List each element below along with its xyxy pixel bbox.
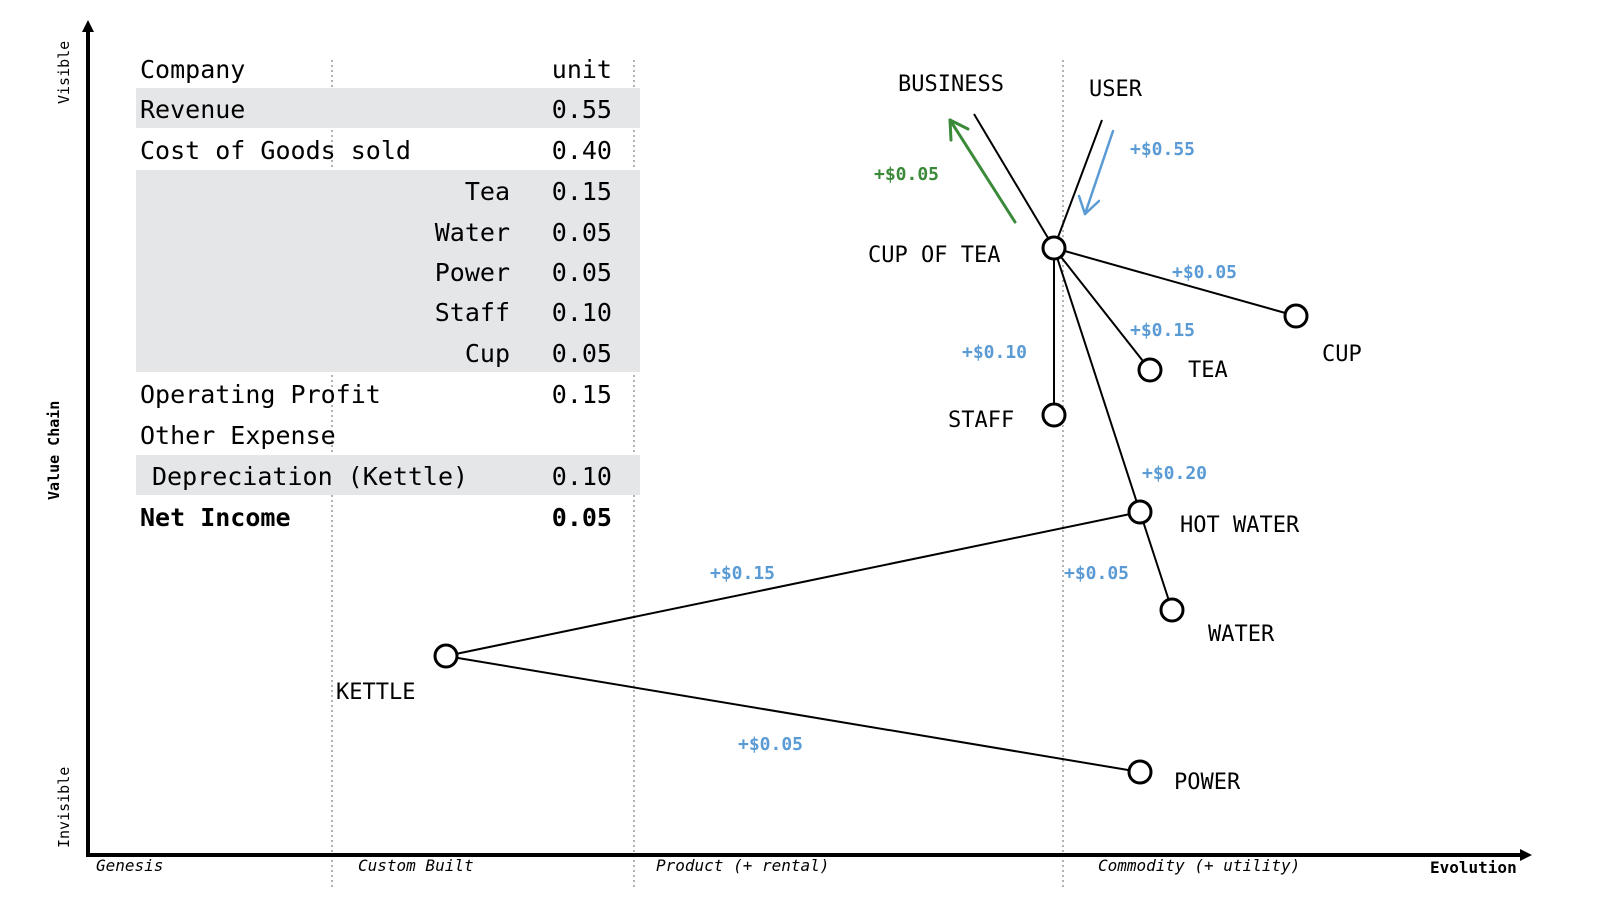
flow-water: +$0.05 — [1064, 563, 1130, 584]
flow-hot-water: +$0.20 — [1142, 463, 1208, 484]
flow-kettle: +$0.15 — [710, 563, 776, 584]
pl-value-net-income: 0.05 — [551, 503, 612, 532]
label-power: POWER — [1174, 770, 1241, 795]
pl-value-revenue: 0.55 — [551, 95, 612, 124]
flow-business-gain: +$0.05 — [874, 164, 940, 185]
pl-value-cup: 0.05 — [551, 339, 612, 368]
label-tea: TEA — [1188, 358, 1228, 383]
pl-label-power: Power — [434, 258, 510, 287]
pl-band-revenue — [136, 88, 640, 128]
node-tea[interactable] — [1137, 357, 1163, 383]
pl-value-tea: 0.15 — [551, 177, 612, 206]
pl-label-other-expense: Other Expense — [140, 421, 336, 450]
link-business-cupoftea — [973, 113, 1055, 249]
link-cupoftea-cup — [1053, 247, 1297, 317]
label-cup: CUP — [1322, 342, 1362, 367]
label-cup-of-tea: CUP OF TEA — [868, 243, 1001, 268]
link-cupoftea-hotwater — [1053, 247, 1141, 513]
label-hot-water: HOT WATER — [1180, 513, 1300, 538]
stage-custom-built: Custom Built — [358, 856, 474, 875]
link-hotwater-water — [1139, 511, 1173, 611]
link-hotwater-kettle — [445, 511, 1141, 657]
pl-header-label: Company — [140, 55, 246, 84]
user-pay-arrow — [1077, 129, 1115, 216]
flow-tea: +$0.15 — [1130, 320, 1196, 341]
stage-commodity: Commodity (+ utility) — [1098, 856, 1301, 875]
y-axis-title: Value Chain — [45, 400, 63, 500]
pl-value-cogs: 0.40 — [551, 136, 612, 165]
node-hot-water[interactable] — [1127, 499, 1153, 525]
y-axis-bottom-label: Invisible — [55, 766, 73, 848]
pl-value-power: 0.05 — [551, 258, 612, 287]
y-axis-top-label: Visible — [55, 40, 73, 104]
node-kettle[interactable] — [433, 643, 459, 669]
pl-value-depreciation: 0.10 — [551, 462, 612, 491]
pl-label-operating-profit: Operating Profit — [140, 380, 381, 409]
label-business: BUSINESS — [898, 72, 1004, 97]
flow-cup: +$0.05 — [1172, 262, 1238, 283]
stage-product: Product (+ rental) — [656, 856, 830, 875]
label-water: WATER — [1208, 622, 1275, 647]
pl-value-water: 0.05 — [551, 218, 612, 247]
flow-power: +$0.05 — [738, 734, 804, 755]
pl-value-staff: 0.10 — [551, 298, 612, 327]
pl-label-staff: Staff — [434, 298, 510, 327]
node-cup-of-tea[interactable] — [1041, 235, 1067, 261]
node-power[interactable] — [1127, 759, 1153, 785]
label-user: USER — [1089, 77, 1142, 102]
flow-user-pay: +$0.55 — [1130, 139, 1196, 160]
pl-header-unit: unit — [551, 55, 612, 84]
pl-label-tea: Tea — [464, 177, 510, 206]
node-staff[interactable] — [1041, 402, 1067, 428]
pl-label-net-income: Net Income — [140, 503, 291, 532]
pl-band-depreciation — [136, 455, 640, 495]
pl-value-operating-profit: 0.15 — [551, 380, 612, 409]
label-staff: STAFF — [948, 408, 1015, 433]
pl-label-cogs: Cost of Goods sold — [140, 136, 411, 165]
stage-genesis: Genesis — [96, 856, 164, 875]
label-kettle: KETTLE — [336, 680, 416, 705]
pl-label-cup: Cup — [464, 339, 510, 368]
link-user-cupoftea — [1053, 119, 1103, 249]
pl-label-depreciation: Depreciation (Kettle) — [152, 462, 469, 491]
pl-label-revenue: Revenue — [140, 95, 246, 124]
link-cupoftea-tea — [1053, 247, 1151, 371]
link-kettle-power — [445, 655, 1141, 773]
pl-label-water: Water — [434, 218, 510, 247]
node-water[interactable] — [1159, 597, 1185, 623]
node-cup[interactable] — [1283, 303, 1309, 329]
x-axis-title: Evolution — [1430, 858, 1517, 877]
pl-band-cogs — [136, 170, 640, 372]
flow-staff: +$0.10 — [962, 342, 1028, 363]
business-gain-arrow — [948, 118, 1017, 224]
